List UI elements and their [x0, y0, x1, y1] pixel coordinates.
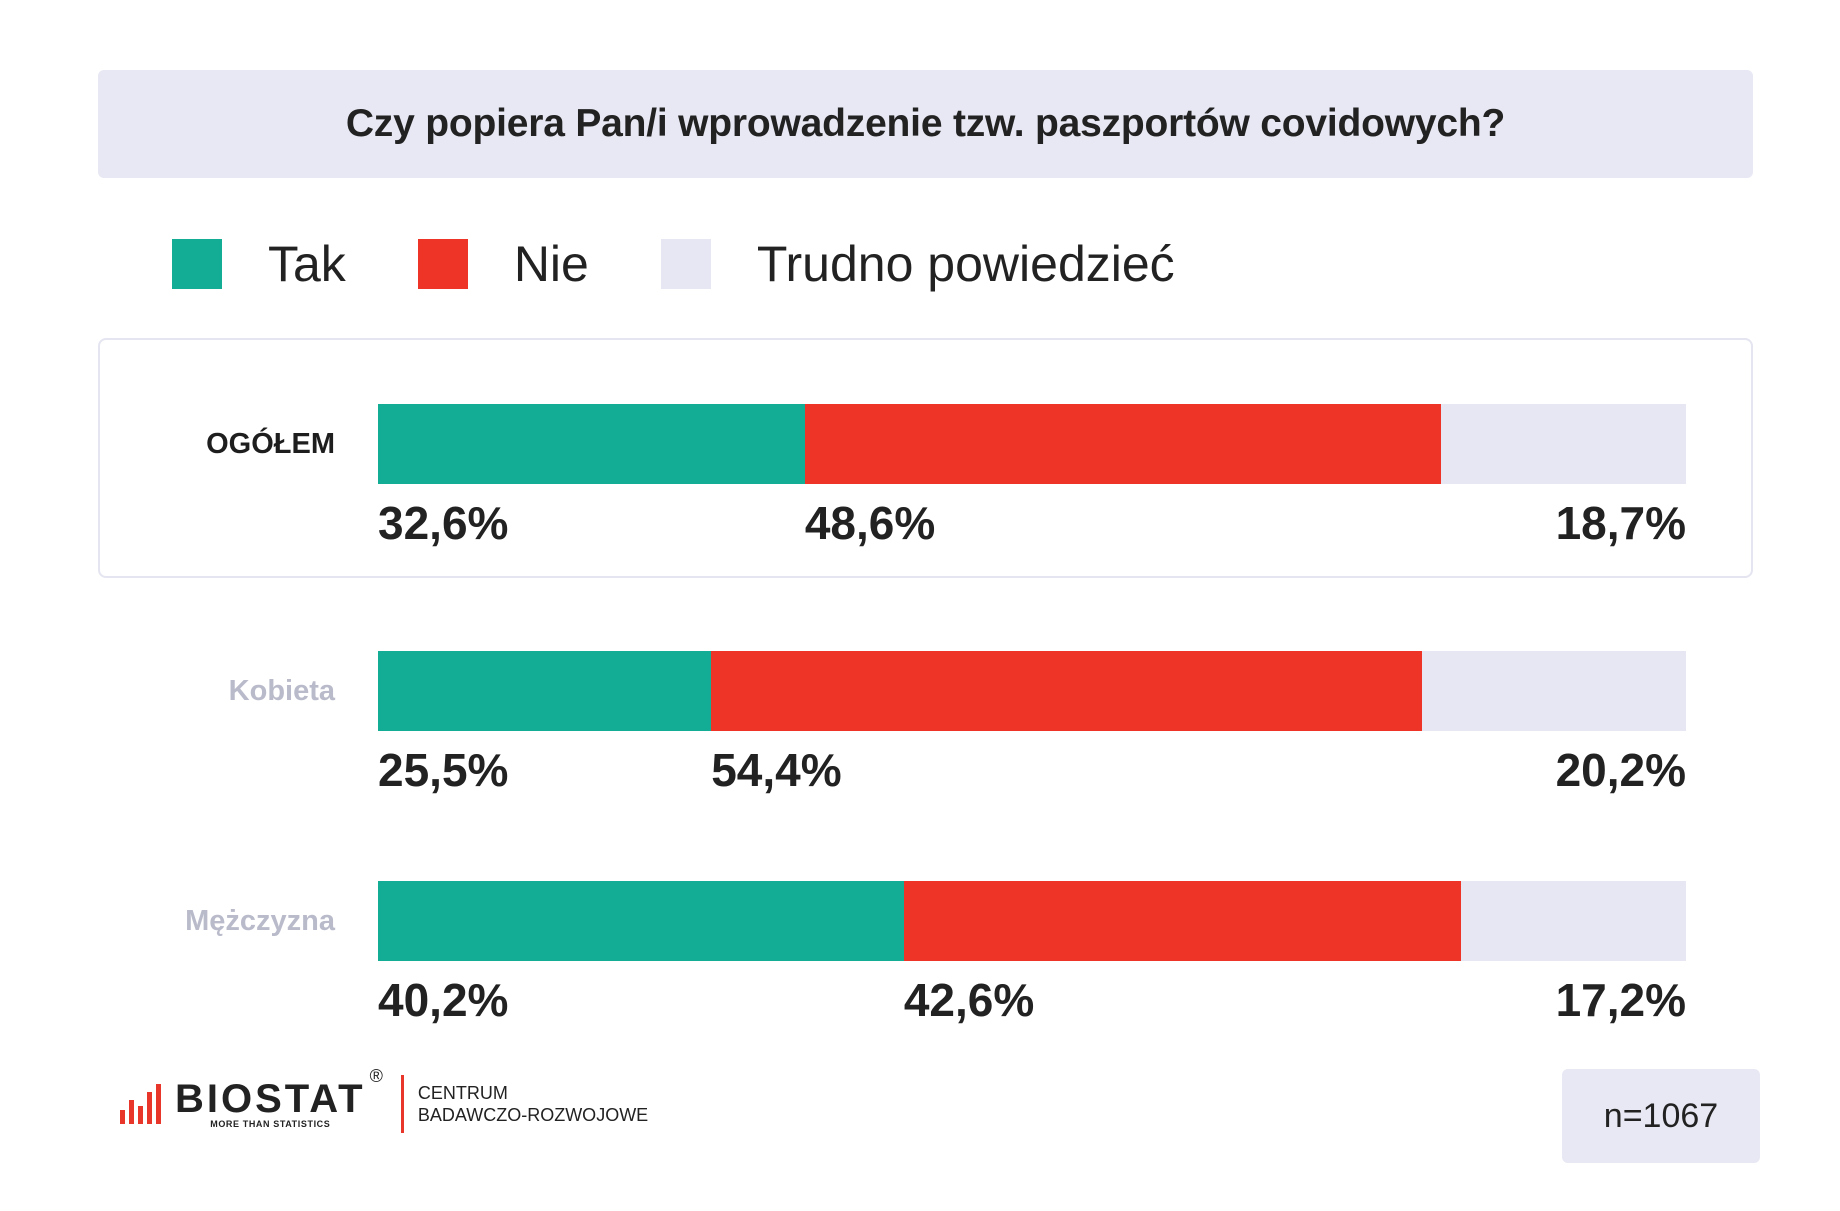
bar-row: OGÓŁEM 32,6% 48,6% 18,7%	[0, 404, 1840, 564]
bar-segment	[1461, 881, 1686, 961]
data-label: 48,6%	[804, 497, 936, 549]
bar-segment	[378, 881, 904, 961]
data-label: 17,2%	[1555, 974, 1686, 1026]
data-label: 32,6%	[378, 497, 509, 549]
brand-name: BIOSTAT	[175, 1077, 366, 1121]
category-label: Mężczyzna	[185, 905, 335, 937]
legend-swatch	[172, 239, 222, 289]
legend-label: Trudno powiedzieć	[756, 236, 1175, 292]
brand-wordmark: BIOSTAT MORE THAN STATISTICS	[175, 1079, 366, 1129]
bar-row: Mężczyzna 40,2% 42,6% 17,2%	[0, 881, 1840, 1041]
sample-size: n=1067	[1603, 1096, 1719, 1135]
legend: Tak Nie Trudno powiedzieć	[172, 235, 1247, 293]
bar-segment	[903, 881, 1462, 961]
bar-track: 40,2% 42,6% 17,2%	[378, 881, 1686, 1026]
data-label: 25,5%	[378, 744, 509, 796]
biostat-logo: BIOSTAT MORE THAN STATISTICS ® CENTRUM B…	[120, 1066, 648, 1138]
sample-size-badge: n=1067	[1562, 1069, 1760, 1163]
chart-title: Czy popiera Pan/i wprowadzenie tzw. pasz…	[345, 102, 1506, 145]
legend-item-2: Trudno powiedzieć	[660, 235, 1175, 293]
chart-title-bar: Czy popiera Pan/i wprowadzenie tzw. pasz…	[98, 70, 1753, 178]
unit-line-1: CENTRUM	[417, 1083, 508, 1103]
registered-mark: ®	[369, 1066, 383, 1086]
brand-tagline: MORE THAN STATISTICS	[210, 1119, 331, 1129]
legend-swatch	[417, 239, 468, 289]
legend-swatch	[660, 239, 711, 289]
bar-segment	[711, 651, 1423, 731]
bar-track: 32,6% 48,6% 18,7%	[378, 404, 1686, 549]
category-label: OGÓŁEM	[206, 428, 335, 460]
bar-segment	[378, 404, 805, 484]
bar-track: 25,5% 54,4% 20,2%	[378, 651, 1686, 796]
legend-label: Tak	[268, 236, 346, 292]
unit-line-2: BADAWCZO-ROZWOJOWE	[417, 1105, 649, 1125]
unit-name: CENTRUM BADAWCZO-ROZWOJOWE	[418, 1082, 648, 1126]
category-label: Kobieta	[228, 675, 335, 707]
legend-label: Nie	[513, 236, 589, 292]
data-label: 42,6%	[903, 974, 1035, 1026]
bar-row: Kobieta 25,5% 54,4% 20,2%	[0, 651, 1840, 811]
data-label: 20,2%	[1555, 744, 1686, 796]
bar-segment	[1441, 404, 1686, 484]
data-label: 54,4%	[711, 744, 842, 796]
bar-segment	[804, 404, 1442, 484]
legend-item-0: Tak	[172, 235, 346, 293]
data-label: 18,7%	[1555, 497, 1686, 549]
data-label: 40,2%	[378, 974, 509, 1026]
legend-item-1: Nie	[417, 235, 589, 293]
bar-segment	[1422, 651, 1686, 731]
bar-segment	[378, 651, 712, 731]
bar-chart-icon	[120, 1084, 165, 1124]
logo-divider	[400, 1075, 404, 1133]
